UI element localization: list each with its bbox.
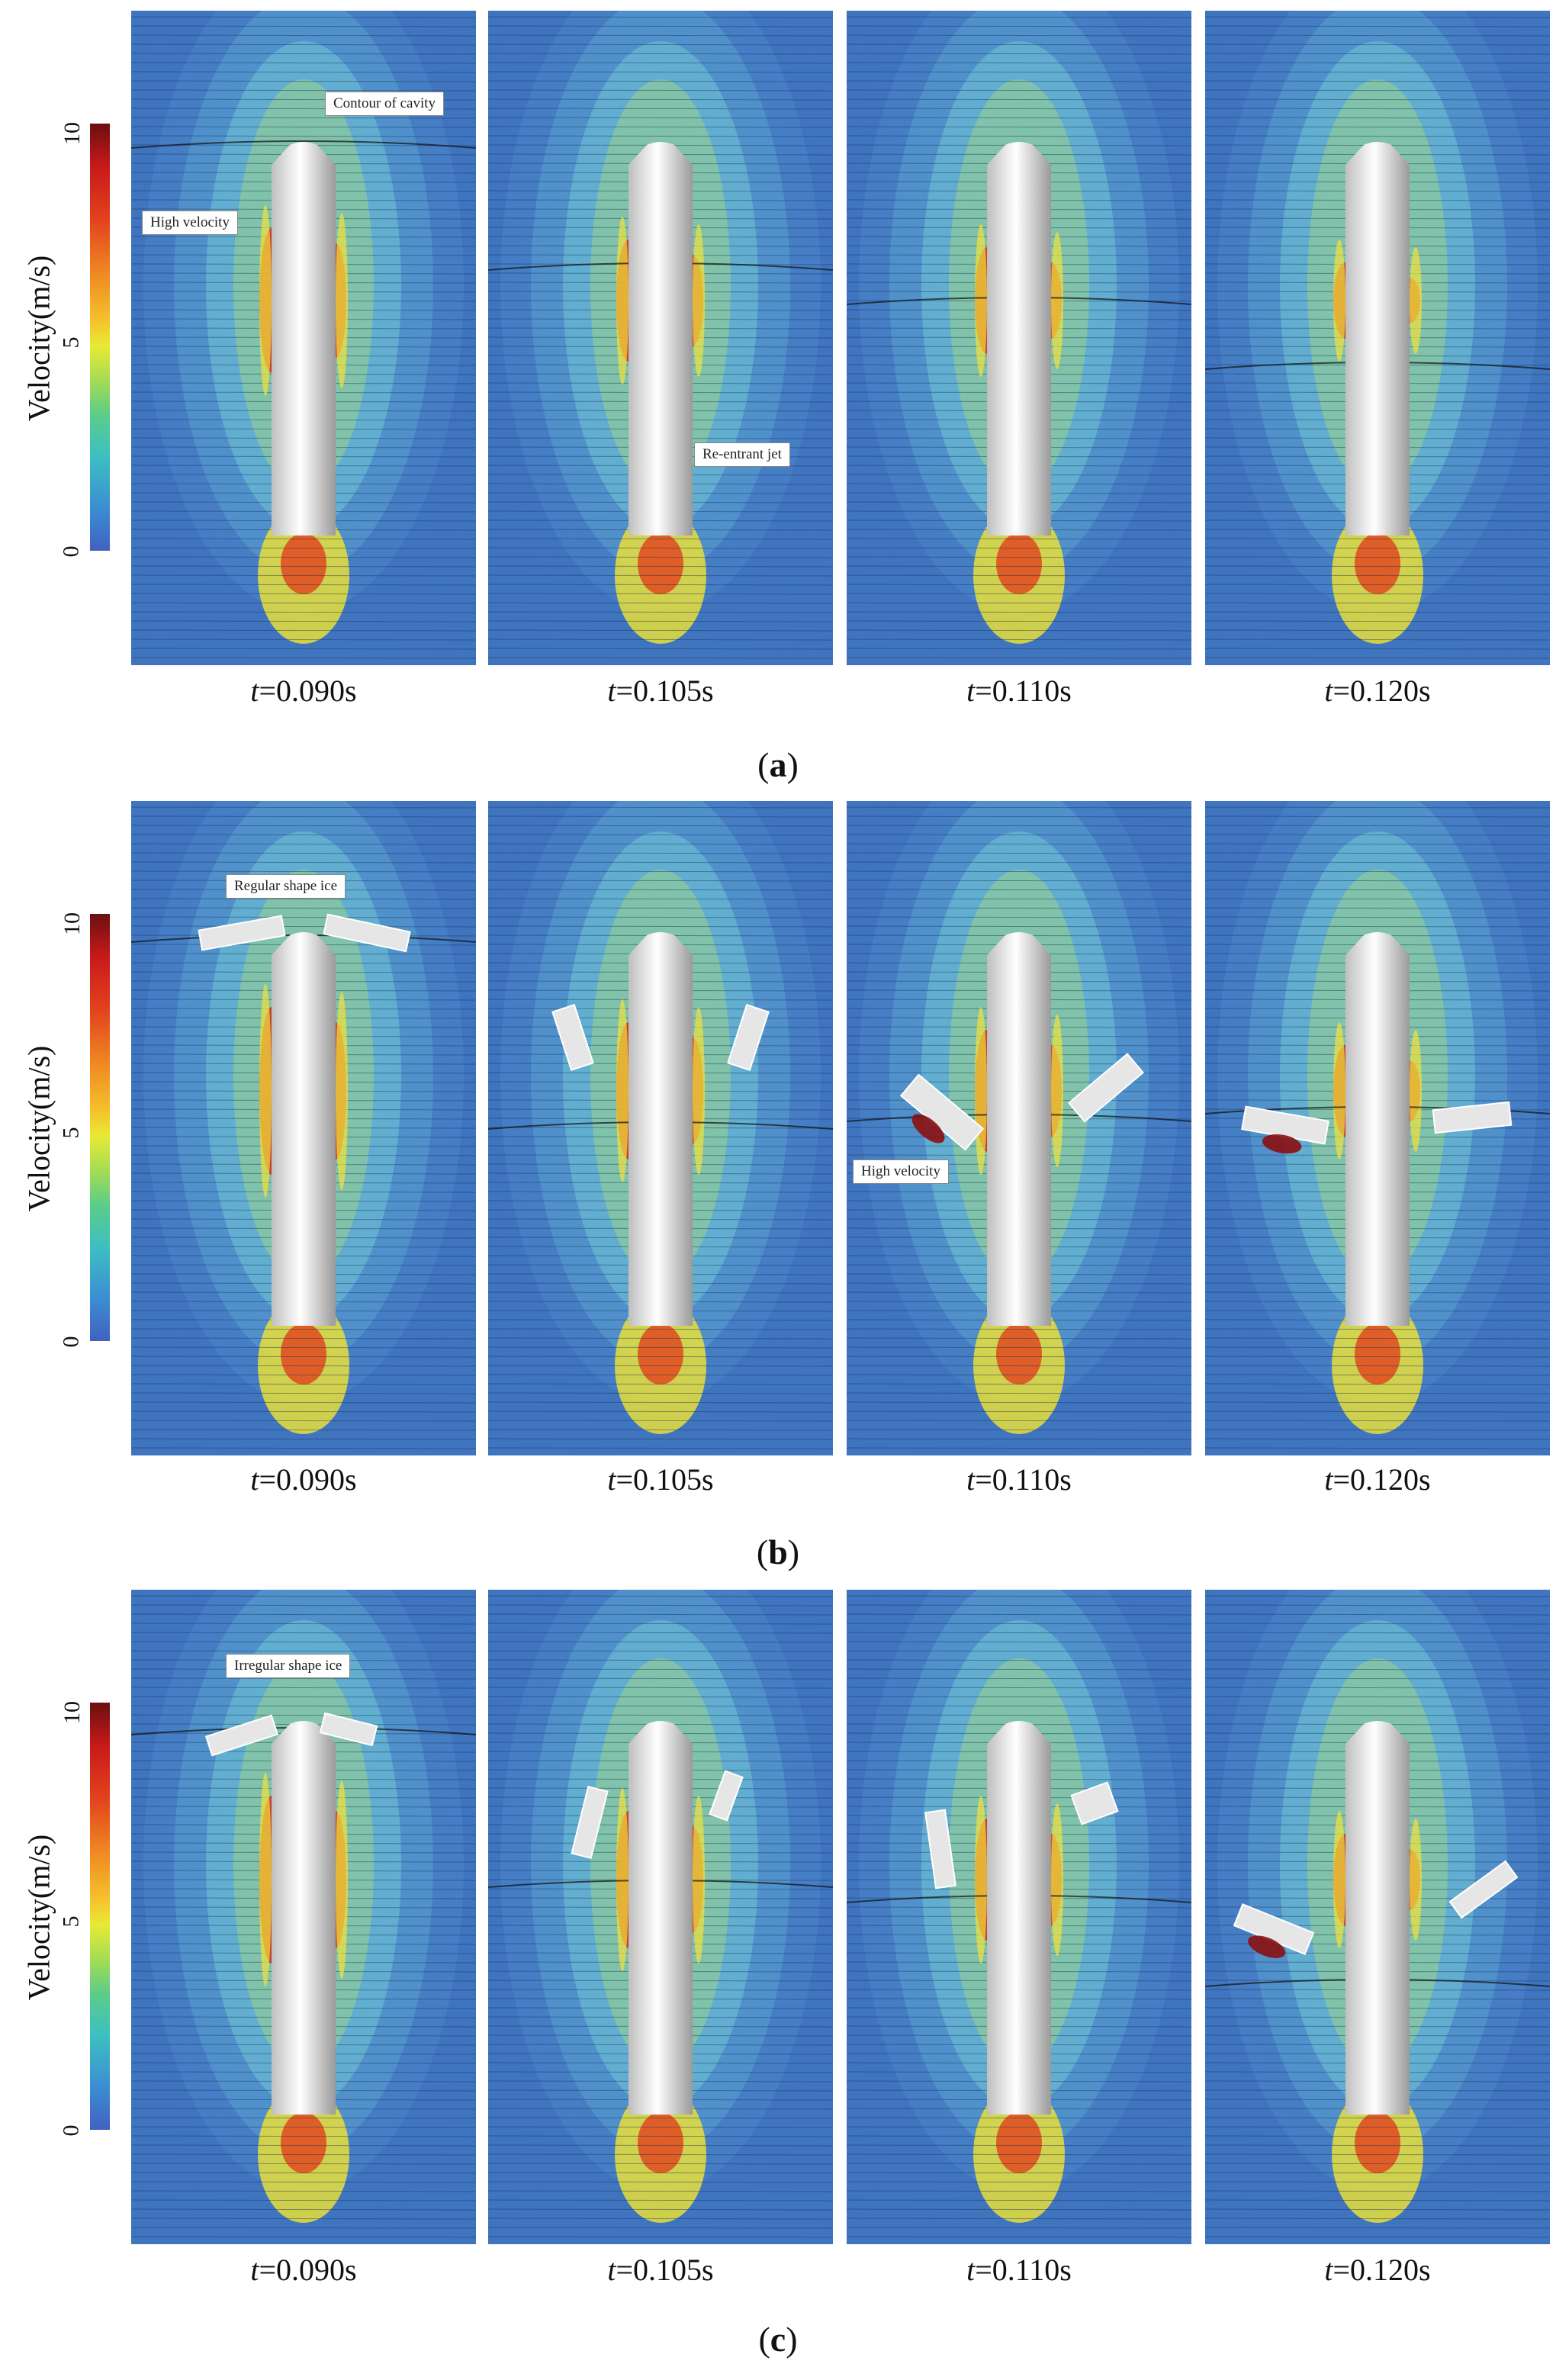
subfigure-label-b: (b) [756,1533,800,1571]
panel-c-4 [1205,1590,1550,2244]
colorbar-b-min: 0 [58,1336,84,1348]
colorbar-b [90,914,110,1341]
velocity-field [488,801,833,1449]
time-label-a-4: t=0.120s [1324,674,1431,708]
velocity-field [1205,801,1550,1449]
colorbar-c-title: Velocity(m/s) [21,1834,56,2001]
callout-reentrant-jet: Re-entrant jet [694,442,790,467]
velocity-field [847,801,1191,1449]
colorbar-b-max: 10 [59,912,85,935]
callout-high-velocity-b: High velocity [853,1159,949,1184]
velocity-field [131,801,476,1449]
panel-b-2 [488,801,833,1455]
panel-a-2 [488,11,833,665]
colorbar-a [90,124,110,551]
colorbar-c [90,1703,110,2130]
time-label-c-4: t=0.120s [1324,2253,1431,2287]
velocity-field [847,1590,1191,2238]
subfigure-label-c: (c) [758,2320,798,2359]
time-label-a-2: t=0.105s [607,674,714,708]
callout-regular-shape-ice: Regular shape ice [226,874,346,899]
colorbar-b-mid: 5 [58,1127,84,1139]
panel-a-4 [1205,11,1550,665]
time-label-a-1: t=0.090s [250,674,357,708]
panel-a-1 [131,11,476,665]
panel-c-2 [488,1590,833,2244]
velocity-field [131,1590,476,2238]
colorbar-a-min: 0 [58,545,84,558]
colorbar-a-mid: 5 [58,336,84,349]
velocity-field [131,11,476,659]
time-label-a-3: t=0.110s [966,674,1072,708]
colorbar-c-mid: 5 [58,1915,84,1928]
callout-irregular-shape-ice: Irregular shape ice [226,1654,351,1678]
colorbar-b-title: Velocity(m/s) [21,1045,56,1212]
velocity-field [488,1590,833,2238]
time-label-c-1: t=0.090s [250,2253,357,2287]
colorbar-a-title: Velocity(m/s) [21,255,56,422]
velocity-field [847,11,1191,659]
time-label-b-3: t=0.110s [966,1462,1072,1497]
subfigure-label-a: (a) [757,745,799,784]
time-label-c-3: t=0.110s [966,2253,1072,2287]
panel-b-4 [1205,801,1550,1455]
time-label-c-2: t=0.105s [607,2253,714,2287]
colorbar-c-max: 10 [59,1701,85,1724]
callout-contour-of-cavity: Contour of cavity [325,92,445,116]
velocity-field [1205,11,1550,659]
time-label-b-1: t=0.090s [250,1462,357,1497]
panel-a-3 [847,11,1191,665]
panel-c-3 [847,1590,1191,2244]
velocity-field [488,11,833,659]
colorbar-c-min: 0 [58,2124,84,2137]
panel-b-3 [847,801,1191,1455]
panel-b-1 [131,801,476,1455]
time-label-b-4: t=0.120s [1324,1462,1431,1497]
panel-c-1 [131,1590,476,2244]
time-label-b-2: t=0.105s [607,1462,714,1497]
colorbar-a-max: 10 [59,122,85,145]
callout-high-velocity-a: High velocity [142,211,238,235]
velocity-field [1205,1590,1550,2238]
